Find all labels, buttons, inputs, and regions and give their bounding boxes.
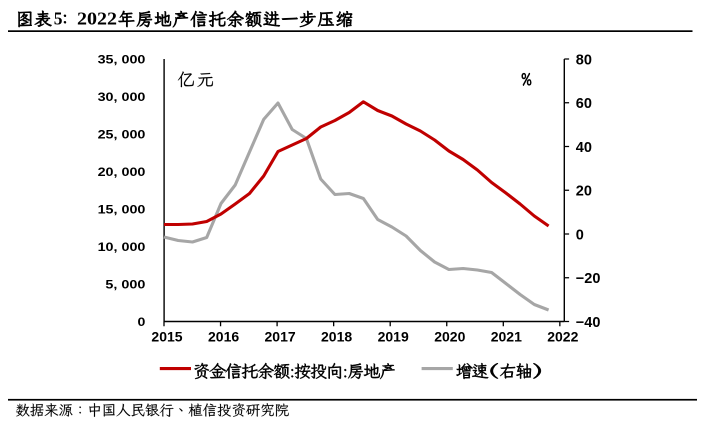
svg-text:30, 000: 30, 000 bbox=[98, 90, 146, 104]
svg-text:20, 000: 20, 000 bbox=[98, 165, 146, 179]
svg-text:5: 5 bbox=[54, 8, 63, 28]
svg-text:0: 0 bbox=[576, 227, 584, 243]
svg-text:0: 0 bbox=[138, 315, 146, 329]
svg-text:−20: −20 bbox=[576, 271, 601, 287]
svg-text:60: 60 bbox=[576, 96, 592, 112]
svg-text:35, 000: 35, 000 bbox=[98, 52, 146, 66]
svg-text:25, 000: 25, 000 bbox=[98, 127, 146, 141]
svg-text:10, 000: 10, 000 bbox=[98, 240, 146, 254]
svg-text:2022: 2022 bbox=[77, 8, 117, 28]
svg-text:2022: 2022 bbox=[547, 328, 578, 344]
svg-text:2016: 2016 bbox=[208, 328, 239, 344]
svg-text:40: 40 bbox=[576, 140, 592, 156]
svg-text:5, 000: 5, 000 bbox=[105, 277, 145, 291]
svg-text:15, 000: 15, 000 bbox=[98, 202, 146, 216]
svg-text:2018: 2018 bbox=[321, 328, 352, 344]
svg-text:2017: 2017 bbox=[265, 328, 296, 344]
svg-text:2019: 2019 bbox=[378, 328, 409, 344]
svg-text:2020: 2020 bbox=[434, 328, 465, 344]
svg-text:2015: 2015 bbox=[151, 328, 182, 344]
svg-text:−40: −40 bbox=[576, 315, 601, 331]
svg-text:2021: 2021 bbox=[491, 328, 522, 344]
svg-text:20: 20 bbox=[576, 184, 592, 200]
svg-text:80: 80 bbox=[576, 52, 592, 68]
